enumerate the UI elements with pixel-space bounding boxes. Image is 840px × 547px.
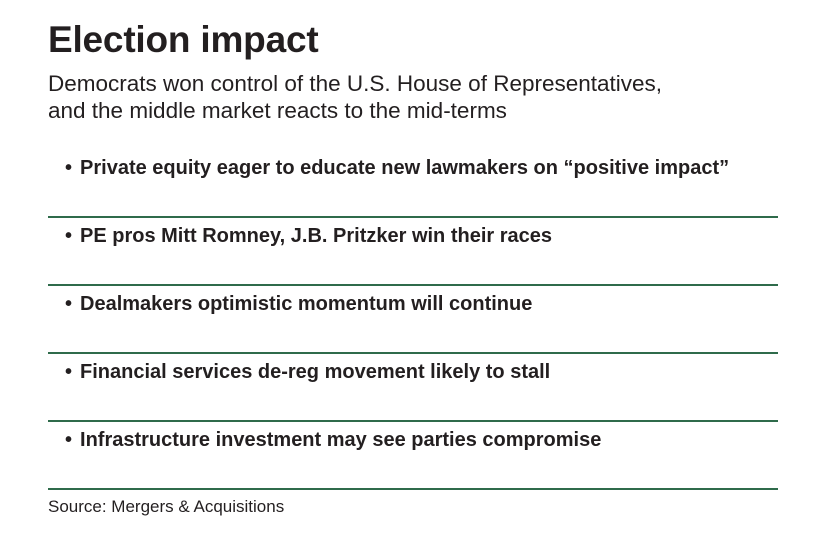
list-item-text: • Infrastructure investment may see parti…: [65, 429, 601, 452]
list-item: • Infrastructure investment may see parti…: [48, 422, 778, 490]
subtitle-line-2: and the middle market reacts to the mid-…: [48, 98, 507, 123]
page-subtitle: Democrats won control of the U.S. House …: [48, 70, 828, 124]
list-item-label: Financial services de-reg movement likel…: [80, 361, 551, 383]
page-title: Election impact: [48, 19, 319, 60]
source-note: Source: Mergers & Acquisitions: [48, 497, 285, 516]
list-item-label: PE pros Mitt Romney, J.B. Pritzker win t…: [80, 225, 552, 247]
list-item-text: • Private equity eager to educate new law…: [65, 157, 729, 180]
list-item-text: • Financial services de-reg movement like…: [65, 361, 550, 384]
list-item-text: • Dealmakers optimistic momentum will con…: [65, 293, 532, 316]
list-item-label: Infrastructure investment may see partie…: [80, 429, 602, 451]
list-item: • Private equity eager to educate new law…: [48, 150, 778, 218]
list-item-text: • PE pros Mitt Romney, J.B. Pritzker win …: [65, 225, 552, 248]
list-item: • Dealmakers optimistic momentum will con…: [48, 286, 778, 354]
list-item-label: Private equity eager to educate new lawm…: [80, 157, 730, 179]
list-item-label: Dealmakers optimistic momentum will cont…: [80, 293, 533, 315]
bullet-icon: •: [65, 157, 73, 179]
list-item: • Financial services de-reg movement like…: [48, 354, 778, 422]
bullet-icon: •: [65, 225, 73, 247]
impact-list: • Private equity eager to educate new law…: [48, 150, 778, 490]
bullet-icon: •: [65, 429, 73, 451]
bullet-icon: •: [65, 361, 73, 383]
list-item: • PE pros Mitt Romney, J.B. Pritzker win …: [48, 218, 778, 286]
bullet-icon: •: [65, 293, 73, 315]
subtitle-line-1: Democrats won control of the U.S. House …: [48, 71, 663, 96]
